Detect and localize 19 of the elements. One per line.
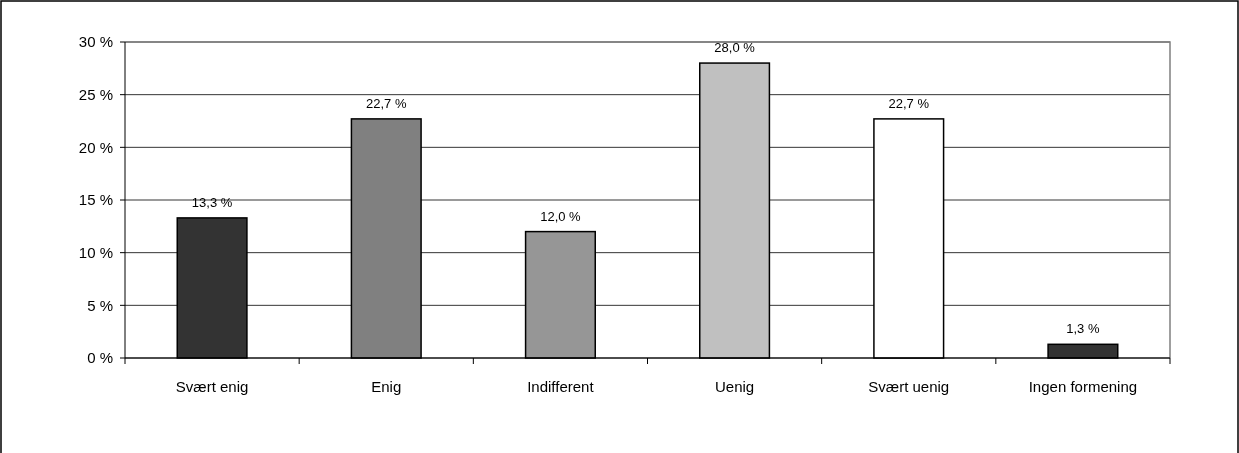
x-tick-label: Ingen formening	[1028, 378, 1138, 395]
data-label: 1,3 %	[1066, 321, 1100, 337]
y-tick-label: 15 %	[78, 191, 113, 209]
data-label: 28,0 %	[714, 40, 756, 56]
data-label: 22,7 %	[888, 95, 930, 111]
x-tick-label: Uenig	[714, 378, 755, 395]
data-label: 12,0 %	[540, 208, 582, 224]
x-tick-label: Svært uenig	[868, 378, 950, 395]
data-label: 13,3 %	[191, 194, 233, 210]
y-tick-label: 25 %	[78, 85, 113, 103]
x-tick-label: Indifferent	[527, 378, 595, 395]
y-tick-label: 10 %	[78, 243, 113, 261]
x-tick-label: Svært enig	[175, 378, 249, 395]
x-tick-label: Enig	[371, 378, 402, 395]
y-tick-label: 5 %	[87, 296, 113, 314]
y-tick-label: 0 %	[87, 349, 113, 367]
y-tick-label: 20 %	[78, 138, 113, 156]
y-tick-label: 30 %	[78, 33, 113, 51]
data-label: 22,7 %	[366, 95, 407, 111]
